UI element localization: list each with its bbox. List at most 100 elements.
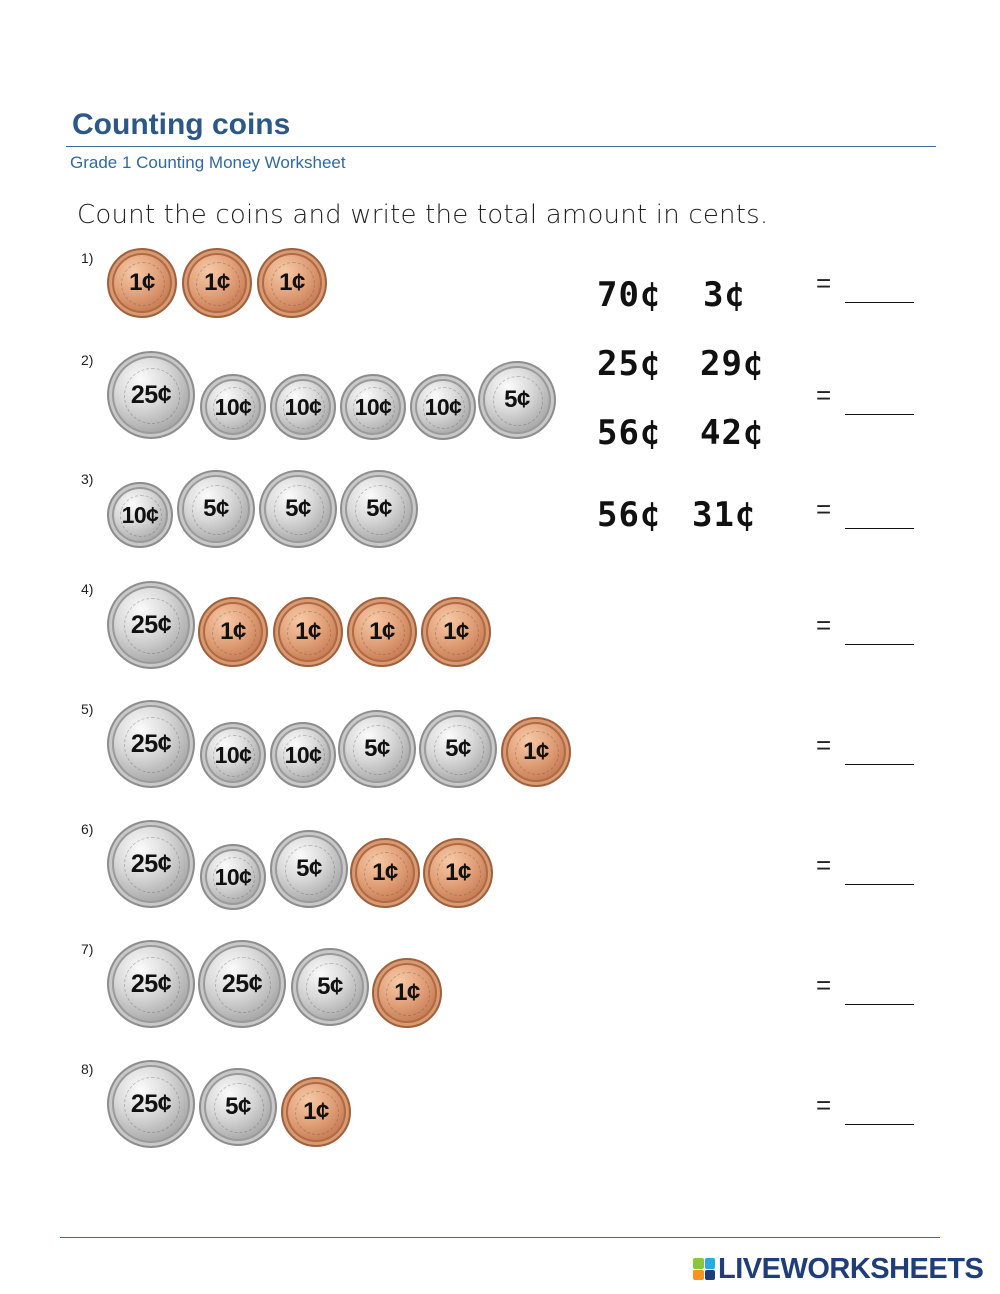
question-number: 4) [81, 581, 94, 597]
penny-coin: 1¢ [421, 597, 491, 667]
coin-value: 25¢ [130, 1089, 172, 1118]
coin-value: 25¢ [221, 969, 263, 998]
dime-coin: 10¢ [410, 374, 476, 440]
question-number: 5) [81, 701, 94, 717]
answer-blank[interactable] [845, 302, 914, 303]
instruction-text: Count the coins and write the total amou… [77, 200, 769, 230]
coin-value: 1¢ [204, 269, 230, 296]
coin-value: 5¢ [296, 855, 322, 882]
logo-text: LIVEWORKSHEETS [718, 1252, 984, 1285]
nickel-coin: 5¢ [199, 1068, 277, 1146]
nickel-coin: 5¢ [340, 470, 418, 548]
answer-blank[interactable] [845, 528, 914, 529]
quarter-coin: 25¢ [107, 1060, 195, 1148]
equals-sign: = [816, 380, 832, 410]
answer-choice[interactable]: 56¢ [597, 413, 662, 453]
quarter-coin: 25¢ [107, 820, 195, 908]
penny-coin: 1¢ [273, 597, 343, 667]
dime-coin: 10¢ [270, 722, 336, 788]
dime-coin: 10¢ [200, 374, 266, 440]
coin-value: 25¢ [130, 849, 172, 878]
coin-value: 1¢ [279, 269, 305, 296]
answer-choice[interactable]: 42¢ [700, 413, 765, 453]
question-number: 3) [81, 471, 94, 487]
coin-value: 10¢ [121, 501, 159, 528]
coin-value: 10¢ [214, 741, 252, 768]
penny-coin: 1¢ [501, 717, 571, 787]
coin-value: 1¢ [445, 859, 471, 886]
answer-blank[interactable] [845, 884, 914, 885]
coin-value: 5¢ [317, 973, 343, 1000]
answer-blank[interactable] [845, 764, 914, 765]
answer-choice[interactable]: 25¢ [597, 344, 662, 384]
answer-blank[interactable] [845, 1124, 914, 1125]
quarter-coin: 25¢ [107, 940, 195, 1028]
coin-value: 5¢ [285, 495, 311, 522]
answer-blank[interactable] [845, 414, 914, 415]
nickel-coin: 5¢ [338, 710, 416, 788]
answer-choice[interactable]: 3¢ [703, 275, 746, 315]
question-number: 2) [81, 352, 94, 368]
penny-coin: 1¢ [347, 597, 417, 667]
coin-value: 1¢ [443, 618, 469, 645]
page-title: Counting coins [72, 108, 291, 141]
equals-sign: = [816, 1090, 832, 1120]
page-subtitle: Grade 1 Counting Money Worksheet [70, 153, 346, 172]
dime-coin: 10¢ [270, 374, 336, 440]
penny-coin: 1¢ [257, 248, 327, 318]
dime-coin: 10¢ [200, 722, 266, 788]
equals-sign: = [816, 850, 832, 880]
quarter-coin: 25¢ [107, 700, 195, 788]
equals-sign: = [816, 494, 832, 524]
nickel-coin: 5¢ [270, 830, 348, 908]
coin-value: 5¢ [504, 386, 530, 413]
equals-sign: = [816, 610, 832, 640]
coin-value: 25¢ [130, 969, 172, 998]
coin-value: 1¢ [523, 738, 549, 765]
penny-coin: 1¢ [107, 248, 177, 318]
question-number: 8) [81, 1061, 94, 1077]
quarter-coin: 25¢ [198, 940, 286, 1028]
coin-value: 5¢ [445, 735, 471, 762]
question-number: 6) [81, 821, 94, 837]
answer-choice[interactable]: 29¢ [700, 344, 765, 384]
logo-mark-icon [693, 1258, 715, 1280]
coin-value: 1¢ [369, 618, 395, 645]
logo-square [693, 1258, 704, 1269]
answer-blank[interactable] [845, 1004, 914, 1005]
coin-value: 5¢ [203, 495, 229, 522]
coin-value: 1¢ [372, 859, 398, 886]
dime-coin: 10¢ [340, 374, 406, 440]
penny-coin: 1¢ [423, 838, 493, 908]
quarter-coin: 25¢ [107, 351, 195, 439]
penny-coin: 1¢ [372, 958, 442, 1028]
coin-value: 1¢ [295, 618, 321, 645]
coin-value: 10¢ [284, 741, 322, 768]
coin-value: 10¢ [354, 393, 392, 420]
question-number: 1) [81, 250, 94, 266]
coin-value: 1¢ [303, 1098, 329, 1125]
equals-sign: = [816, 730, 832, 760]
penny-coin: 1¢ [182, 248, 252, 318]
nickel-coin: 5¢ [259, 470, 337, 548]
coin-value: 1¢ [394, 979, 420, 1006]
logo-square [704, 1258, 715, 1269]
answer-choice[interactable]: 56¢ [597, 495, 662, 535]
question-number: 7) [81, 941, 94, 957]
answer-choice[interactable]: 31¢ [692, 495, 757, 535]
quarter-coin: 25¢ [107, 581, 195, 669]
title-divider [66, 146, 936, 147]
answer-blank[interactable] [845, 644, 914, 645]
equals-sign: = [816, 268, 832, 298]
coin-value: 25¢ [130, 729, 172, 758]
coin-value: 5¢ [225, 1093, 251, 1120]
coin-value: 10¢ [214, 393, 252, 420]
dime-coin: 10¢ [107, 482, 173, 548]
penny-coin: 1¢ [281, 1077, 351, 1147]
penny-coin: 1¢ [350, 838, 420, 908]
answer-choice[interactable]: 70¢ [597, 275, 662, 315]
coin-value: 5¢ [364, 735, 390, 762]
nickel-coin: 5¢ [419, 710, 497, 788]
coin-value: 10¢ [214, 863, 252, 890]
nickel-coin: 5¢ [291, 948, 369, 1026]
